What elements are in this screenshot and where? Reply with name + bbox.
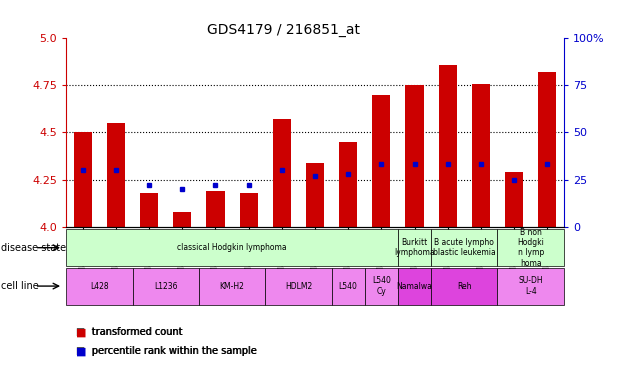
- Bar: [406, 85, 423, 227]
- FancyBboxPatch shape: [498, 268, 564, 305]
- Text: B acute lympho
blastic leukemia: B acute lympho blastic leukemia: [433, 238, 496, 257]
- Text: ■  percentile rank within the sample: ■ percentile rank within the sample: [76, 346, 256, 356]
- Bar: [472, 84, 490, 227]
- FancyBboxPatch shape: [66, 229, 398, 266]
- Text: L540: L540: [339, 281, 358, 291]
- Bar: [339, 142, 357, 227]
- Bar: [239, 193, 258, 227]
- FancyBboxPatch shape: [66, 268, 132, 305]
- FancyBboxPatch shape: [431, 268, 498, 305]
- Bar: [140, 193, 158, 227]
- Text: Burkitt
lymphoma: Burkitt lymphoma: [394, 238, 435, 257]
- Text: HDLM2: HDLM2: [285, 281, 312, 291]
- FancyBboxPatch shape: [365, 268, 398, 305]
- Text: GDS4179 / 216851_at: GDS4179 / 216851_at: [207, 23, 360, 37]
- Text: Namalwa: Namalwa: [397, 281, 432, 291]
- Bar: [438, 65, 457, 227]
- Text: KM-H2: KM-H2: [220, 281, 244, 291]
- Text: percentile rank within the sample: percentile rank within the sample: [89, 346, 258, 356]
- Text: ■: ■: [76, 346, 86, 356]
- Bar: [173, 212, 192, 227]
- FancyBboxPatch shape: [331, 268, 365, 305]
- Text: SU-DH
L-4: SU-DH L-4: [518, 276, 543, 296]
- Text: cell line: cell line: [1, 281, 38, 291]
- Text: L540
Cy: L540 Cy: [372, 276, 391, 296]
- Text: B non
Hodgki
n lymp
homa: B non Hodgki n lymp homa: [517, 228, 544, 268]
- Bar: [74, 132, 92, 227]
- FancyBboxPatch shape: [498, 229, 564, 266]
- FancyBboxPatch shape: [431, 229, 498, 266]
- Bar: [306, 162, 324, 227]
- Bar: [273, 119, 291, 227]
- FancyBboxPatch shape: [132, 268, 199, 305]
- FancyBboxPatch shape: [398, 268, 431, 305]
- Text: L428: L428: [90, 281, 108, 291]
- Text: disease state: disease state: [1, 243, 66, 253]
- FancyBboxPatch shape: [265, 268, 331, 305]
- Text: ■  transformed count: ■ transformed count: [76, 327, 182, 337]
- FancyBboxPatch shape: [398, 229, 431, 266]
- Bar: [107, 123, 125, 227]
- Text: transformed count: transformed count: [89, 327, 183, 337]
- FancyBboxPatch shape: [199, 268, 265, 305]
- Text: Reh: Reh: [457, 281, 472, 291]
- Text: classical Hodgkin lymphoma: classical Hodgkin lymphoma: [177, 243, 287, 252]
- Bar: [207, 191, 224, 227]
- Bar: [505, 172, 523, 227]
- Text: ■: ■: [76, 327, 86, 337]
- Bar: [538, 72, 556, 227]
- Text: L1236: L1236: [154, 281, 178, 291]
- Bar: [372, 95, 391, 227]
